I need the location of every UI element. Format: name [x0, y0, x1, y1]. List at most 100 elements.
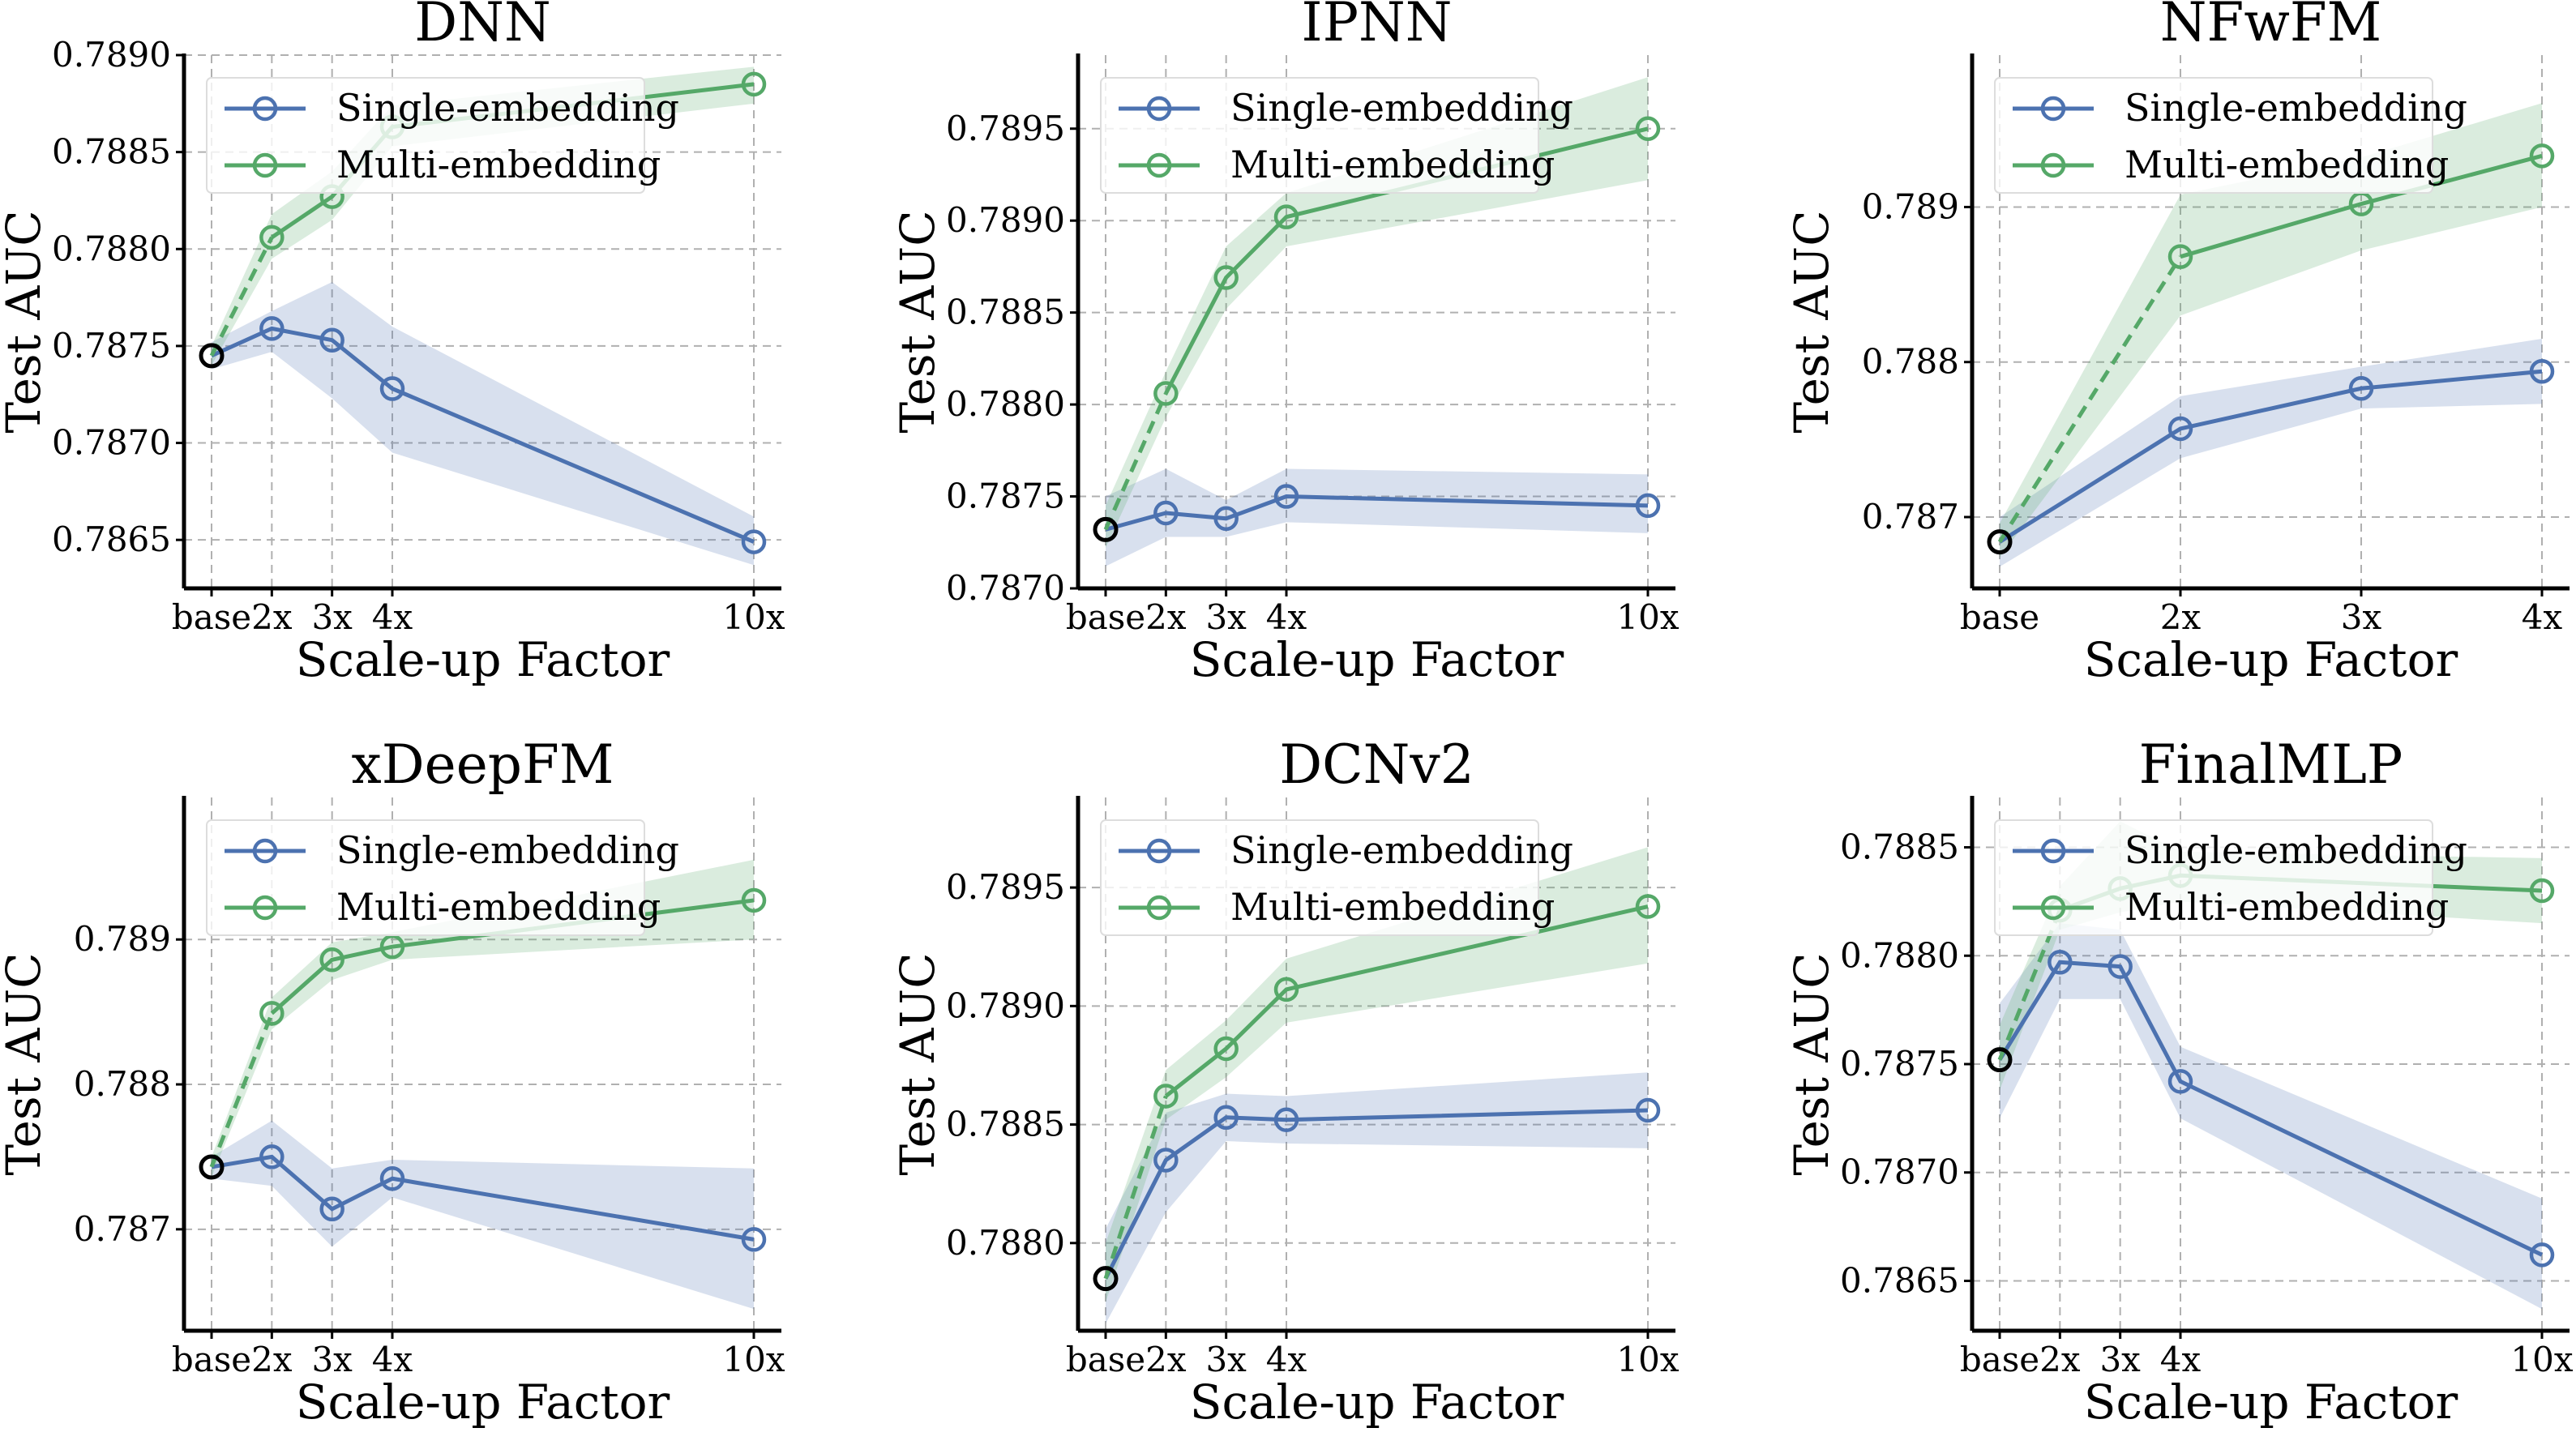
y-tick-label: 0.7880: [946, 1223, 1065, 1263]
legend-marker: [1146, 895, 1172, 921]
point-single-10x: [2529, 1242, 2555, 1268]
point-single-4x: [379, 376, 405, 401]
legend-label: Multi-embedding: [1230, 143, 1555, 186]
x-tick-label: 10x: [2510, 1340, 2573, 1379]
subplot-ipnn: 0.7870 0.7875 0.7880 0.7885 0.7890 0.7895 base…: [890, 0, 1680, 687]
x-tick-label: 4x: [2522, 597, 2563, 637]
point-single-3x: [319, 327, 344, 353]
line-single-embedding: [211, 1154, 755, 1242]
x-tick-label: 10x: [1616, 597, 1679, 637]
legend-marker: [252, 838, 278, 864]
point-multi-2x: [2167, 244, 2193, 269]
y-tick-label: 0.7880: [1840, 935, 1959, 975]
point-single-3x: [1213, 1105, 1239, 1131]
y-tick-label: 0.7875: [52, 326, 171, 366]
legend-marker: [2040, 895, 2066, 921]
x-tick-label: 3x: [1205, 1340, 1247, 1379]
x-tick-label: 4x: [1266, 1340, 1307, 1379]
point-multi-3x: [319, 947, 344, 973]
x-tick-label: 10x: [1616, 1340, 1679, 1379]
subplot-nfwfm: 0.787 0.788 0.789 base 2x 3x 4x NFwFM Scale-up F…: [1784, 0, 2570, 687]
y-tick-label: 0.7890: [52, 35, 171, 75]
y-tick-label: 0.7870: [1840, 1152, 1959, 1192]
line-segment-multi-dashed: [209, 236, 274, 357]
point-multi-4x: [379, 934, 405, 960]
x-tick-label: 10x: [722, 597, 785, 637]
point-multi-10x: [741, 887, 767, 913]
legend-marker: [1146, 838, 1172, 864]
x-tick-label: 3x: [311, 1340, 353, 1379]
point-multi-4x: [2529, 143, 2555, 169]
point-base: [1987, 1047, 2013, 1073]
band-single-embedding: [2000, 923, 2542, 1310]
point-multi-4x: [1273, 204, 1299, 229]
x-tick-label: 3x: [2099, 1340, 2141, 1379]
y-tick-label: 0.787: [1862, 497, 1959, 537]
point-base: [199, 1154, 225, 1180]
subplot-title: DNN: [414, 0, 550, 53]
y-tick-label: 0.788: [1862, 342, 1959, 382]
x-axis-label: Scale-up Factor: [296, 1374, 670, 1430]
y-axis-label: Test AUC: [1784, 952, 1839, 1175]
subplot-xdeepfm: 0.787 0.788 0.789 base 2x 3x 4x 10x xDeepFM Scale…: [0, 733, 785, 1430]
y-tick-label: 0.789: [1862, 186, 1959, 226]
x-tick-label: 3x: [2341, 597, 2382, 637]
legend-marker: [252, 96, 278, 122]
point-single-10x: [741, 1227, 767, 1252]
point-single-4x: [1273, 484, 1299, 509]
line-segment-multi-dashed: [1103, 1095, 1168, 1280]
y-tick-label: 0.7865: [1840, 1260, 1959, 1300]
point-single-3x: [319, 1196, 344, 1222]
legend-marker: [2040, 152, 2066, 178]
band-single-embedding: [212, 1120, 754, 1310]
legend-label: Multi-embedding: [336, 143, 661, 186]
point-single-10x: [1635, 1097, 1661, 1123]
point-single-2x: [259, 1144, 285, 1169]
point-multi-3x: [1213, 1036, 1239, 1062]
point-single-2x: [1153, 500, 1179, 526]
legend: Single-embedding Multi-embedding: [1994, 819, 2467, 936]
y-tick-label: 0.7875: [1840, 1044, 1959, 1084]
subplot-title: NFwFM: [2160, 0, 2381, 53]
band-multi-embedding: [2000, 103, 2542, 558]
point-multi-2x: [1153, 381, 1179, 406]
legend-marker: [2040, 96, 2066, 122]
point-single-2x: [2167, 416, 2193, 442]
point-multi-10x: [741, 71, 767, 97]
legend-label: Single-embedding: [2125, 86, 2467, 130]
x-tick-label: 2x: [251, 597, 293, 637]
subplot-dnn: 0.7865 0.7870 0.7875 0.7880 0.7885 0.7890 base…: [0, 0, 785, 687]
x-tick-label: base: [172, 597, 251, 637]
legend-label: Multi-embedding: [2125, 885, 2449, 929]
y-tick-label: 0.789: [74, 919, 171, 959]
subplot-title: xDeepFM: [352, 733, 614, 796]
point-multi-4x: [1273, 977, 1299, 1003]
y-tick-label: 0.7895: [946, 109, 1065, 148]
x-tick-label: base: [1066, 597, 1145, 637]
subplot-dcnv2: 0.7880 0.7885 0.7890 0.7895 base 2x 3x 4x 10x DCN…: [890, 733, 1680, 1430]
x-tick-label: base: [1960, 1340, 2039, 1379]
band-single-embedding: [212, 281, 754, 566]
point-multi-10x: [2529, 878, 2555, 904]
y-tick-label: 0.7865: [52, 519, 171, 559]
y-tick-label: 0.7880: [946, 384, 1065, 424]
point-single-2x: [2048, 950, 2073, 975]
point-single-4x: [379, 1166, 405, 1191]
point-base: [1093, 1266, 1119, 1292]
point-single-2x: [1153, 1148, 1179, 1173]
y-tick-label: 0.7890: [946, 985, 1065, 1025]
x-axis-label: Scale-up Factor: [2084, 1374, 2458, 1430]
y-tick-label: 0.7885: [946, 293, 1065, 332]
band-multi-embedding: [212, 859, 754, 1178]
line-segment-multi-dashed: [1103, 392, 1168, 531]
line-segment-multi-dashed: [209, 1012, 274, 1168]
legend-marker: [1146, 96, 1172, 122]
point-single-2x: [259, 316, 285, 341]
point-single-10x: [1635, 493, 1661, 519]
y-tick-label: 0.7880: [52, 229, 171, 268]
point-multi-3x: [1213, 265, 1239, 290]
line-single-embedding: [210, 326, 755, 544]
y-tick-label: 0.7870: [52, 423, 171, 463]
